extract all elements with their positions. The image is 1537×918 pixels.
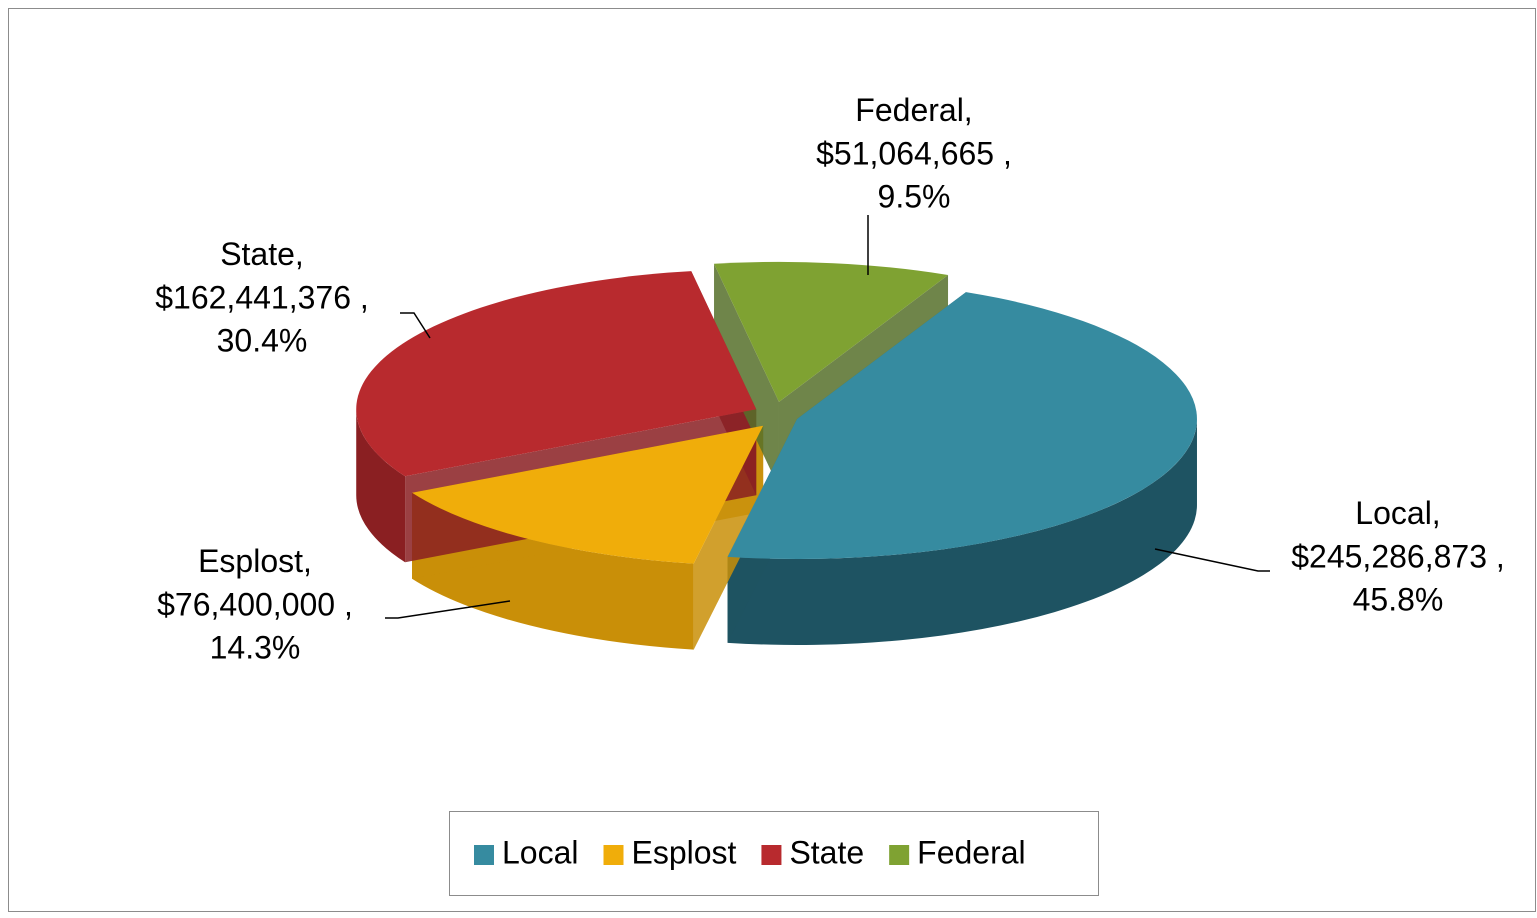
category-name: State (220, 236, 295, 272)
data-labels: Local, $245,286,873 , 45.8% Esplost, $76,400… (155, 92, 1505, 665)
category-name: Federal (855, 92, 964, 128)
legend-swatch (761, 845, 782, 865)
legend-swatch (474, 845, 494, 865)
slice (356, 271, 757, 477)
legend-label: Federal (917, 834, 1026, 870)
leader-line (1154, 548, 1270, 572)
slice (714, 261, 949, 402)
separator: , (964, 92, 973, 128)
slice-tops (356, 261, 1197, 564)
value-label: $51,064,665 , (816, 135, 1012, 171)
legend: Local Esplost State Federal (474, 834, 1026, 870)
separator: , (1432, 495, 1441, 531)
category-name: Esplost (198, 543, 303, 579)
slice-cut (714, 263, 779, 488)
legend-label: Local (502, 834, 579, 870)
legend-swatch (603, 845, 624, 865)
legend-label: Esplost (632, 834, 737, 870)
legend-label: State (789, 834, 864, 870)
slice-side (727, 418, 1197, 645)
category-label: State, (220, 236, 304, 272)
slice (412, 425, 764, 564)
value-label: $162,441,376 , (155, 279, 369, 315)
value-label: $245,286,873 , (1291, 538, 1505, 574)
percent-label: 45.8% (1353, 581, 1444, 617)
category-name: Local (1355, 495, 1432, 531)
slice (727, 292, 1197, 559)
category-label: Esplost, (198, 543, 312, 579)
legend-swatch (889, 845, 910, 865)
leader-line (385, 600, 511, 619)
separator: , (295, 236, 304, 272)
category-label: Federal, (855, 92, 972, 128)
value-label: $76,400,000 , (157, 586, 353, 622)
percent-label: 14.3% (210, 629, 301, 665)
percent-label: 9.5% (878, 178, 951, 214)
percent-label: 30.4% (217, 322, 308, 358)
slice-side (356, 409, 406, 563)
leader-line (400, 312, 431, 339)
separator: , (303, 543, 312, 579)
category-label: Local, (1355, 495, 1440, 531)
